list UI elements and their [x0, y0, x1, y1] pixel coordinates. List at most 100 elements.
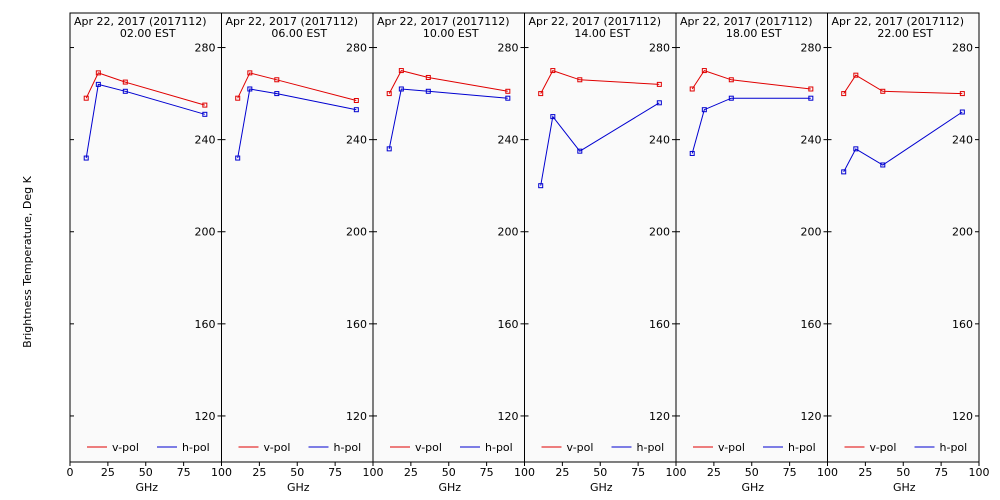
y-tick-label: 200: [195, 226, 216, 239]
data-point-v-pol: [247, 70, 253, 76]
data-point-h-pol: [353, 107, 359, 113]
data-point-h-pol: [235, 155, 241, 161]
panel-frame: [221, 12, 374, 463]
y-tick-label: 240: [649, 134, 670, 147]
y-tick-label: 240: [498, 134, 519, 147]
panel-title: Apr 22, 2017 (2017112): [832, 15, 965, 28]
series-line-h-pol: [540, 102, 660, 186]
data-point-v-pol: [202, 102, 208, 108]
data-point-h-pol: [83, 155, 89, 161]
panel-title: Apr 22, 2017 (2017112): [74, 15, 207, 28]
data-point-v-pol: [538, 91, 544, 97]
panel-5: 120 160 200 240 280 25 50 75 100 GHz Apr 22, 2017 …: [827, 12, 990, 494]
data-point-h-pol: [122, 88, 128, 94]
x-tick-label: 100: [817, 466, 838, 479]
y-tick-label: 280: [649, 42, 670, 55]
data-point-v-pol: [95, 70, 101, 76]
data-point-v-pol: [689, 86, 695, 92]
series-line-v-pol: [388, 70, 508, 94]
y-tick-label: 200: [498, 226, 519, 239]
x-axis-label: GHz: [893, 481, 916, 494]
data-point-v-pol: [701, 68, 707, 74]
data-point-h-pol: [505, 95, 511, 101]
x-tick-label: 25: [555, 466, 569, 479]
x-tick-label: 25: [858, 466, 872, 479]
y-tick-label: 120: [346, 410, 367, 423]
x-tick-label: 100: [363, 466, 384, 479]
data-point-v-pol: [398, 68, 404, 74]
data-point-v-pol: [274, 77, 280, 83]
x-tick-label: 50: [745, 466, 759, 479]
data-point-v-pol: [353, 97, 359, 103]
panel-1: 120 160 200 240 280 25 50 75 100 GHz Apr 22, 2017 …: [221, 12, 384, 494]
legend-label: v-pol: [264, 441, 291, 454]
y-tick-label: 200: [801, 226, 822, 239]
data-point-h-pol: [841, 169, 847, 175]
data-point-h-pol: [550, 114, 556, 120]
series-line-h-pol: [388, 88, 508, 149]
x-tick-label: 50: [593, 466, 607, 479]
legend-label: v-pol: [112, 441, 139, 454]
data-point-v-pol: [235, 95, 241, 101]
series-line-v-pol: [843, 74, 963, 95]
data-point-h-pol: [880, 162, 886, 168]
y-tick-label: 160: [801, 318, 822, 331]
series-line-h-pol: [843, 111, 963, 173]
legend-label: v-pol: [415, 441, 442, 454]
data-point-h-pol: [274, 91, 280, 97]
data-point-h-pol: [728, 95, 734, 101]
data-point-v-pol: [728, 77, 734, 83]
data-point-v-pol: [853, 72, 859, 78]
y-tick-label: 240: [346, 134, 367, 147]
x-axis-label: GHz: [438, 481, 461, 494]
x-tick-label: 75: [783, 466, 797, 479]
panel-subtitle: 10.00 EST: [423, 27, 479, 40]
legend-label: h-pol: [334, 441, 362, 454]
data-point-h-pol: [386, 146, 392, 152]
legend-label: h-pol: [485, 441, 513, 454]
y-tick-label: 160: [498, 318, 519, 331]
panel-title: Apr 22, 2017 (2017112): [377, 15, 510, 28]
y-tick-label: 240: [952, 134, 973, 147]
y-tick-label: 280: [801, 42, 822, 55]
y-tick-label: 280: [195, 42, 216, 55]
y-tick-label: 160: [649, 318, 670, 331]
data-point-h-pol: [689, 150, 695, 156]
x-axis-label: GHz: [741, 481, 764, 494]
data-point-v-pol: [808, 86, 814, 92]
x-tick-label: 100: [666, 466, 687, 479]
x-axis-label: GHz: [590, 481, 613, 494]
y-tick-label: 280: [498, 42, 519, 55]
data-point-h-pol: [425, 88, 431, 94]
data-point-v-pol: [122, 79, 128, 85]
panel-subtitle: 06.00 EST: [271, 27, 327, 40]
panel-subtitle: 14.00 EST: [574, 27, 630, 40]
data-point-h-pol: [959, 109, 965, 115]
y-tick-label: 120: [952, 410, 973, 423]
y-tick-label: 160: [952, 318, 973, 331]
x-tick-label: 75: [480, 466, 494, 479]
data-point-h-pol: [853, 146, 859, 152]
data-point-h-pol: [701, 107, 707, 113]
panel-frame: [524, 12, 677, 463]
x-axis-label: GHz: [135, 481, 158, 494]
data-point-h-pol: [202, 111, 208, 117]
data-point-v-pol: [959, 91, 965, 97]
y-axis-label: Brightness Temperature, Deg K: [21, 175, 34, 347]
y-tick-label: 120: [649, 410, 670, 423]
y-tick-label: 280: [346, 42, 367, 55]
y-tick-label: 200: [346, 226, 367, 239]
panel-4: 120 160 200 240 280 25 50 75 100 GHz Apr 22, 2017 …: [675, 12, 838, 494]
data-point-h-pol: [398, 86, 404, 92]
series-line-v-pol: [237, 72, 357, 101]
panel-title: Apr 22, 2017 (2017112): [680, 15, 813, 28]
legend-label: h-pol: [788, 441, 816, 454]
y-tick-label: 120: [498, 410, 519, 423]
data-point-h-pol: [247, 86, 253, 92]
x-axis-label: GHz: [287, 481, 310, 494]
data-point-h-pol: [808, 95, 814, 101]
panel-title: Apr 22, 2017 (2017112): [226, 15, 359, 28]
data-point-v-pol: [880, 88, 886, 94]
data-point-v-pol: [656, 81, 662, 87]
